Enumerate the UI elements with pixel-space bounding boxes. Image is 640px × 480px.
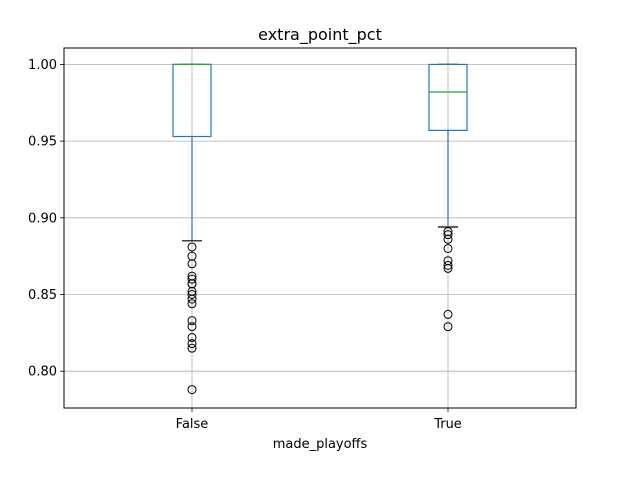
- box-iqr: [428, 63, 468, 131]
- axis-ticks: 0.80 0.85 0.90 0.95 1.00 False True: [28, 58, 462, 432]
- outlier-point: [187, 259, 197, 269]
- outlier-point: [187, 316, 197, 326]
- outlier-point: [187, 322, 197, 332]
- y-tick-label: 0.80: [28, 365, 57, 380]
- outlier-point: [187, 332, 197, 342]
- outlier-point: [187, 299, 197, 309]
- outlier-point: [187, 294, 197, 304]
- x-axis-label: made_playoffs: [273, 437, 368, 452]
- x-tick-label: False: [176, 417, 209, 432]
- outlier-point: [187, 385, 197, 395]
- y-tick-label: 0.95: [28, 135, 57, 150]
- outlier-point: [187, 289, 197, 299]
- outlier-point: [187, 343, 197, 353]
- outlier-point: [443, 234, 453, 244]
- box-group-true: [428, 63, 468, 332]
- outlier-point: [443, 263, 453, 273]
- outlier-point: [443, 230, 453, 240]
- y-tick-label: 0.90: [28, 211, 57, 226]
- outlier-point: [187, 339, 197, 349]
- outlier-point: [187, 242, 197, 252]
- box-group-false: [172, 63, 212, 395]
- outlier-point: [187, 274, 197, 284]
- outlier-point: [443, 243, 453, 253]
- chart-title: extra_point_pct: [258, 25, 382, 45]
- x-tick-label: True: [433, 417, 462, 432]
- y-tick-label: 1.00: [28, 58, 57, 73]
- boxes: [172, 63, 468, 395]
- plot-frame: [63, 47, 577, 409]
- outlier-point: [443, 260, 453, 270]
- outlier-point: [443, 322, 453, 332]
- y-tick-label: 0.85: [28, 288, 57, 303]
- outlier-point: [443, 309, 453, 319]
